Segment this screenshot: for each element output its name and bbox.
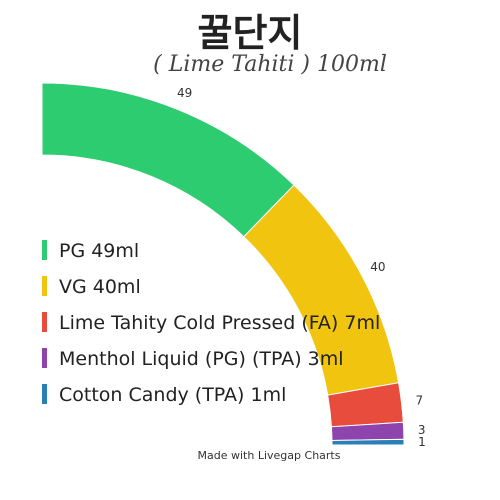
legend-swatch [42, 384, 47, 404]
legend-label: Menthol Liquid (PG) (TPA) 3ml [59, 348, 344, 370]
footer-credit: Made with Livegap Charts [197, 449, 341, 462]
legend-label: PG 49ml [59, 240, 140, 262]
legend-swatch [42, 348, 47, 368]
legend-item-0: PG 49ml [42, 236, 380, 272]
value-label-2: 7 [416, 393, 424, 407]
legend-swatch [42, 312, 47, 332]
legend-item-1: VG 40ml [42, 272, 380, 308]
legend-label: VG 40ml [59, 276, 141, 298]
legend-item-3: Menthol Liquid (PG) (TPA) 3ml [42, 344, 380, 380]
value-label-4: 1 [418, 435, 426, 449]
legend-item-4: Cotton Candy (TPA) 1ml [42, 380, 380, 416]
legend-item-2: Lime Tahity Cold Pressed (FA) 7ml [42, 308, 380, 344]
value-label-1: 40 [370, 260, 385, 274]
legend-label: Cotton Candy (TPA) 1ml [59, 384, 287, 406]
chart-subtitle: ( Lime Tahiti ) 100ml [153, 52, 387, 77]
chart-legend: PG 49ml VG 40ml Lime Tahity Cold Pressed (… [42, 236, 380, 416]
legend-swatch [42, 276, 47, 296]
slice-0 [41, 82, 295, 238]
chart-title: 꿀단지 [197, 11, 303, 55]
legend-label: Lime Tahity Cold Pressed (FA) 7ml [59, 312, 381, 334]
value-label-0: 49 [177, 86, 192, 100]
legend-swatch [42, 240, 47, 260]
slice-4 [331, 438, 405, 446]
value-label-3: 3 [418, 423, 426, 437]
